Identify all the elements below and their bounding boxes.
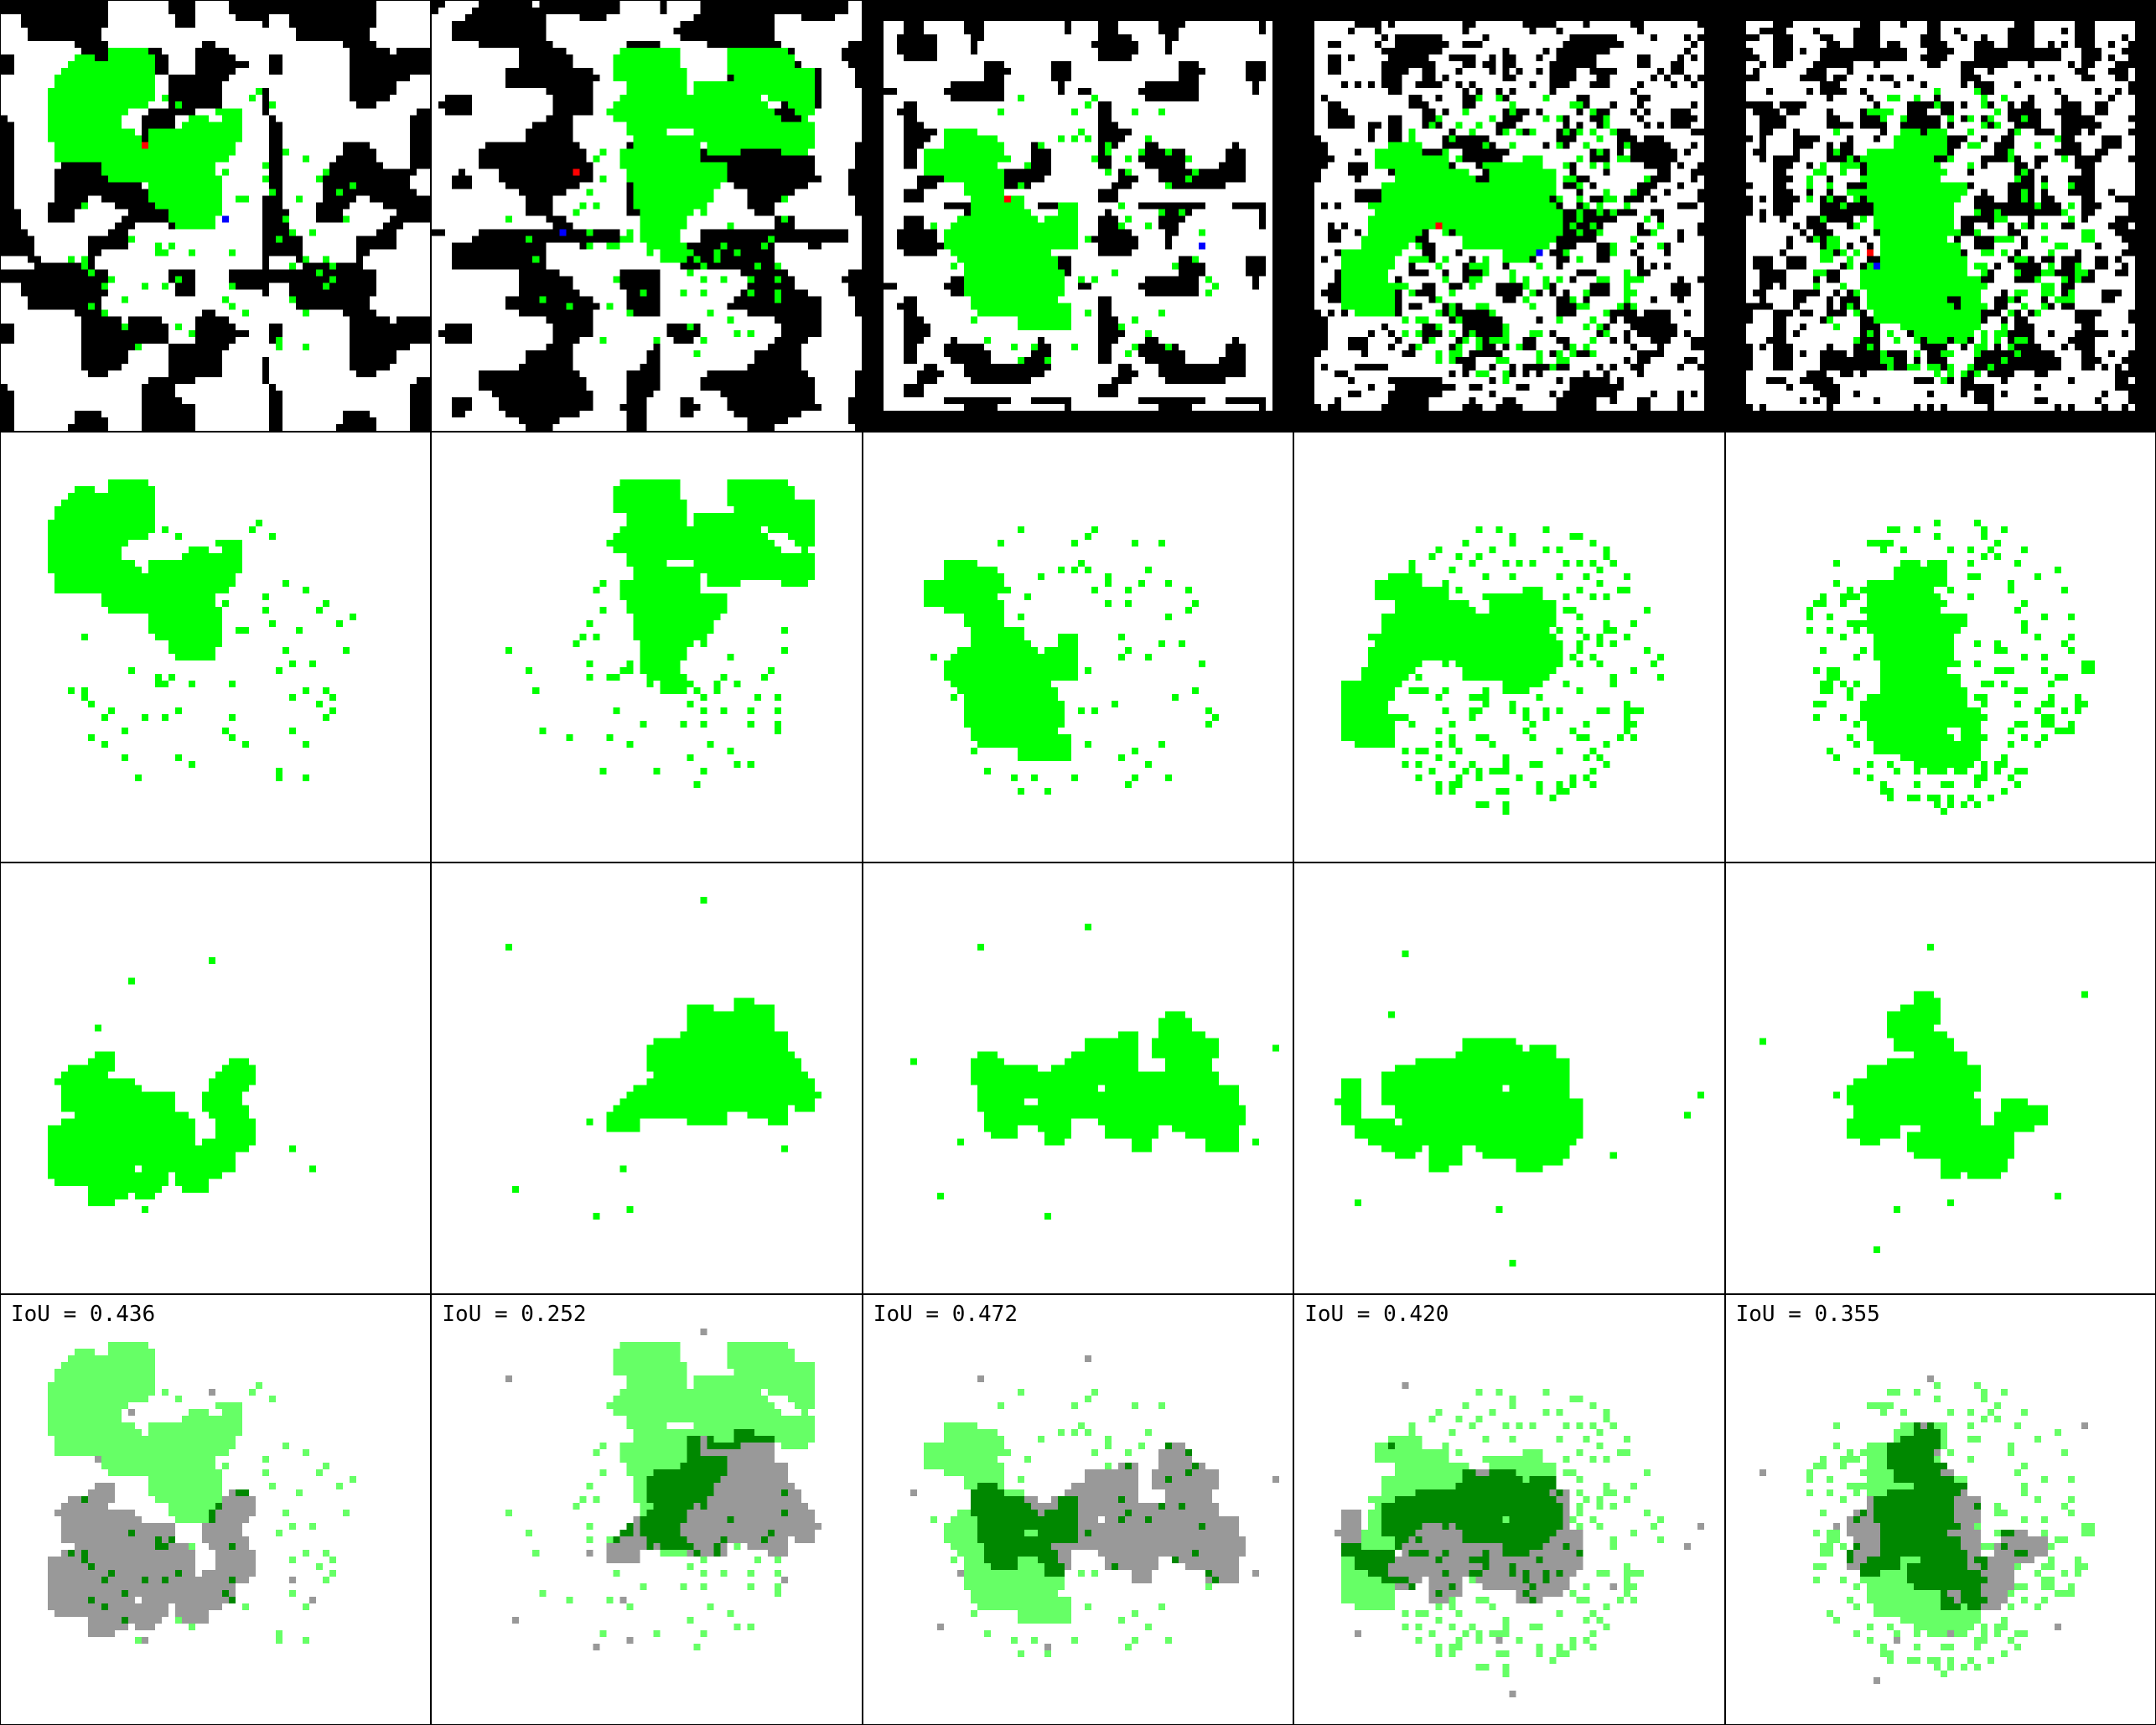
maze-image: [1, 1, 431, 431]
target-path-image: [432, 432, 862, 862]
maze-image: [1294, 1, 1724, 431]
target-path-panel-1: [0, 431, 432, 862]
predicted-path-image: [1, 863, 431, 1293]
target-path-image: [1, 432, 431, 862]
overlay-panel-5: IoU = 0.355: [1724, 1293, 2156, 1725]
iou-label: IoU = 0.436: [11, 1301, 156, 1327]
maze-panel-1: [0, 0, 432, 432]
predicted-path-image: [432, 863, 862, 1293]
predicted-path-panel-4: [1293, 862, 1725, 1294]
target-path-panel-5: [1724, 431, 2156, 862]
overlay-image: [432, 1294, 862, 1724]
maze-image: [1725, 1, 2155, 431]
predicted-path-panel-2: [431, 862, 863, 1294]
overlay-panel-2: IoU = 0.252: [431, 1293, 863, 1725]
overlay-panel-3: IoU = 0.472: [862, 1293, 1294, 1725]
predicted-path-panel-5: [1724, 862, 2156, 1294]
iou-label: IoU = 0.472: [873, 1301, 1018, 1327]
maze-panel-3: [862, 0, 1294, 432]
predicted-path-image: [863, 863, 1293, 1293]
overlay-image: [1, 1294, 431, 1724]
predicted-path-image: [1294, 863, 1724, 1293]
predicted-path-image: [1725, 863, 2155, 1293]
predicted-path-panel-1: [0, 862, 432, 1294]
iou-label: IoU = 0.420: [1304, 1301, 1449, 1327]
maze-image: [432, 1, 862, 431]
predicted-path-panel-3: [862, 862, 1294, 1294]
overlay-image: [1725, 1294, 2155, 1724]
overlay-panel-4: IoU = 0.420: [1293, 1293, 1725, 1725]
maze-image: [863, 1, 1293, 431]
maze-panel-5: [1724, 0, 2156, 432]
target-path-image: [1294, 432, 1724, 862]
iou-label: IoU = 0.355: [1735, 1301, 1880, 1327]
target-path-image: [863, 432, 1293, 862]
overlay-image: [863, 1294, 1293, 1724]
maze-panel-2: [431, 0, 863, 432]
iou-label: IoU = 0.252: [442, 1301, 587, 1327]
maze-panel-4: [1293, 0, 1725, 432]
overlay-panel-1: IoU = 0.436: [0, 1293, 432, 1725]
target-path-panel-2: [431, 431, 863, 862]
target-path-image: [1725, 432, 2155, 862]
overlay-image: [1294, 1294, 1724, 1724]
target-path-panel-3: [862, 431, 1294, 862]
target-path-panel-4: [1293, 431, 1725, 862]
